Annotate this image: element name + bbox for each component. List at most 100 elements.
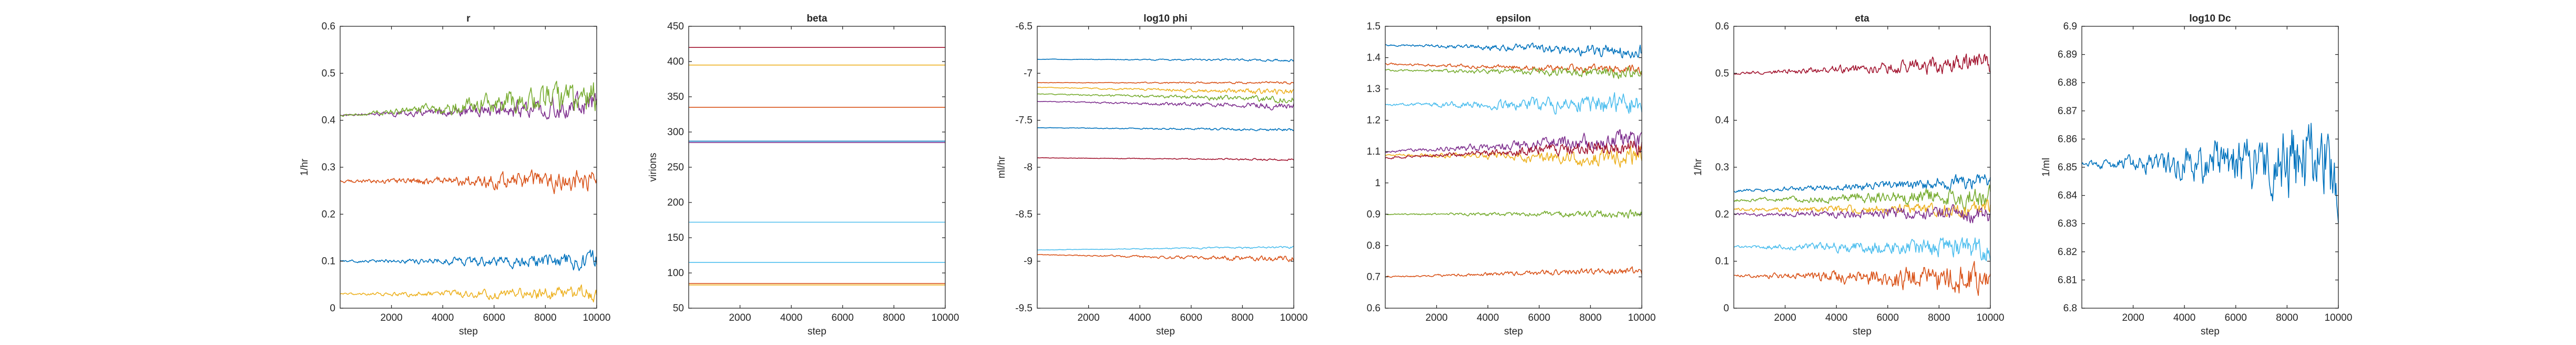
x-tick-label: 10000 [1628, 312, 1656, 323]
y-tick-label: 0.6 [322, 21, 335, 32]
series-line [1733, 237, 1991, 261]
series-line [340, 284, 597, 303]
series-line [1733, 174, 1991, 193]
y-tick-label: 450 [667, 21, 684, 32]
x-tick-label: 2000 [1425, 312, 1447, 323]
y-tick-label: 6.83 [2058, 218, 2077, 229]
y-axis-label: 1/hr [1693, 158, 1704, 176]
y-tick-label: 0.1 [1715, 256, 1729, 267]
x-tick-label: 4000 [432, 312, 454, 323]
y-tick-label: -8.5 [1015, 209, 1033, 220]
y-tick-label: 0.4 [322, 115, 336, 126]
x-axis-label: step [1156, 326, 1175, 337]
chart-title: epsilon [1496, 13, 1531, 24]
chart-panel-2: 2000 4000 6000 8000 10000 -9.5 -9 -8.5 -8 -7.5 -7 -… [996, 13, 1307, 337]
y-tick-label: 0 [1723, 303, 1729, 314]
x-tick-label: 2000 [1077, 312, 1099, 323]
y-tick-label: -9.5 [1015, 303, 1033, 314]
plot-area [1037, 26, 1294, 308]
series-line [1037, 157, 1294, 161]
series-line [1385, 66, 1642, 79]
y-tick-label: -7 [1024, 68, 1033, 79]
x-tick-label: 6000 [483, 312, 505, 323]
x-tick-label: 10000 [932, 312, 959, 323]
series-line [1037, 87, 1294, 95]
series-line [1385, 266, 1642, 278]
x-tick-label: 6000 [832, 312, 854, 323]
series-line [340, 169, 597, 195]
y-axis-label: ml/hr [996, 156, 1007, 178]
plot-area [689, 26, 945, 308]
x-tick-label: 8000 [1579, 312, 1601, 323]
series-line [1733, 184, 1991, 211]
chart-panel-0: 2000 4000 6000 8000 10000 0 0.1 0.2 0.3 0.4 0.5 0.6… [299, 13, 610, 337]
x-tick-label: 4000 [780, 312, 802, 323]
series-line [1385, 63, 1642, 76]
y-tick-label: 6.82 [2058, 247, 2077, 258]
series-line [1733, 261, 1991, 296]
plot-area [340, 26, 597, 308]
x-tick-label: 8000 [1928, 312, 1950, 323]
chart-title: eta [1855, 13, 1869, 24]
y-tick-label: 150 [667, 232, 684, 243]
y-tick-label: 50 [673, 303, 684, 314]
series-line [1037, 246, 1294, 251]
y-tick-label: 1.2 [1367, 115, 1381, 126]
y-tick-label: 6.84 [2058, 190, 2077, 201]
series-line [1733, 204, 1991, 224]
y-tick-label: 1.3 [1367, 84, 1381, 95]
y-axis-label: virions [648, 153, 659, 182]
series-line [1037, 93, 1294, 104]
series-line [1037, 58, 1294, 62]
series-line [1037, 127, 1294, 131]
y-tick-label: 0.7 [1367, 271, 1381, 282]
x-axis-label: step [1853, 326, 1872, 337]
chart-title: beta [806, 13, 827, 24]
y-tick-label: 0.8 [1367, 240, 1381, 251]
x-tick-label: 4000 [1129, 312, 1151, 323]
y-tick-label: 0.5 [1715, 68, 1729, 79]
y-tick-label: 6.88 [2058, 77, 2077, 88]
series-line [340, 249, 597, 271]
x-tick-label: 8000 [534, 312, 556, 323]
y-tick-label: 0.6 [1367, 303, 1381, 314]
series-line [1037, 100, 1294, 110]
y-tick-label: 0.6 [1715, 21, 1729, 32]
chart-title: log10 Dc [2189, 13, 2231, 24]
x-tick-label: 10000 [1977, 312, 2005, 323]
y-tick-label: 0.3 [322, 162, 335, 173]
y-tick-label: 0.3 [1715, 162, 1729, 173]
y-tick-label: -6.5 [1015, 21, 1033, 32]
x-tick-label: 2000 [1774, 312, 1796, 323]
y-tick-label: 100 [667, 268, 684, 279]
y-tick-label: 0.1 [322, 256, 335, 267]
series-line [340, 80, 597, 117]
chart-title: r [466, 13, 471, 24]
x-tick-label: 10000 [1280, 312, 1308, 323]
y-tick-label: -7.5 [1015, 115, 1033, 126]
x-tick-label: 2000 [729, 312, 751, 323]
y-tick-label: 300 [667, 127, 684, 138]
series-line [1037, 81, 1294, 85]
x-tick-label: 2000 [380, 312, 402, 323]
y-tick-label: 0.5 [322, 68, 335, 79]
y-axis-label: 1/ml [2041, 158, 2052, 177]
y-tick-label: 400 [667, 56, 684, 67]
series-line [1385, 140, 1642, 159]
y-tick-label: 6.81 [2058, 275, 2077, 286]
y-tick-label: 1.4 [1367, 53, 1381, 64]
x-tick-label: 8000 [2276, 312, 2298, 323]
y-tick-label: 200 [667, 197, 684, 208]
x-tick-label: 6000 [1180, 312, 1202, 323]
x-tick-label: 4000 [2173, 312, 2195, 323]
plot-area [1734, 26, 1990, 308]
chart-panel-1: 2000 4000 6000 8000 10000 50 100 150 200 250 300 35… [648, 13, 959, 337]
series-line [1385, 43, 1642, 58]
y-tick-label: 250 [667, 162, 684, 173]
x-tick-label: 8000 [1231, 312, 1253, 323]
y-tick-label: 1.1 [1367, 146, 1381, 157]
series-line [1037, 253, 1294, 262]
x-axis-label: step [459, 326, 478, 337]
chart-title: log10 phi [1143, 13, 1187, 24]
